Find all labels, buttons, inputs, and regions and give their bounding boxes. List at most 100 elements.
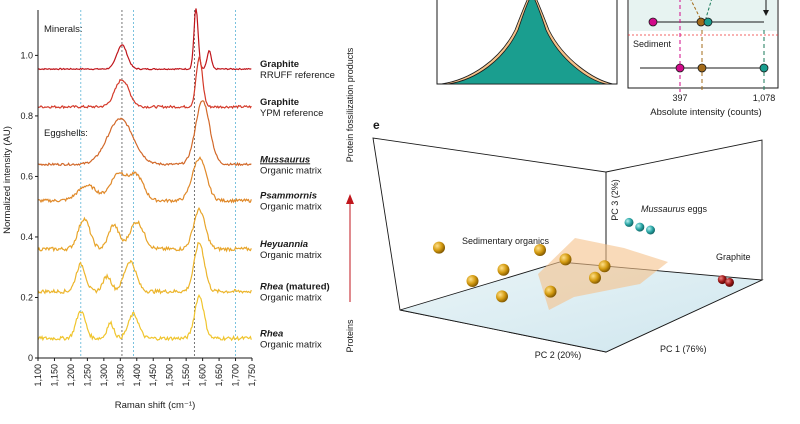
- series-subtitle: RRUFF reference: [260, 70, 335, 81]
- x-tick-label: 1,150: [49, 364, 59, 387]
- minerals-label: Minerals:: [44, 24, 83, 35]
- sedimentary-organics-label: Sedimentary organics: [462, 236, 550, 246]
- x-tick-label: 1,400: [132, 364, 142, 387]
- marker-magenta-bottom: [675, 63, 685, 73]
- pca-point: [496, 290, 508, 303]
- y-tick-label: 0.2: [20, 292, 33, 302]
- pca-point: [589, 271, 601, 284]
- x-tick-label: 1,450: [148, 364, 158, 387]
- mussaurus-eggs-genus: Mussaurus: [641, 204, 686, 214]
- series-name: Mussaurus: [260, 154, 310, 165]
- spectrum-line: [37, 294, 252, 342]
- x-tick-label: 1,200: [66, 364, 76, 387]
- x-tick-label: 1,750: [247, 364, 257, 387]
- pca-point: [646, 225, 655, 235]
- series-name-genus: Rhea: [260, 281, 283, 292]
- series-name-rest: (matured): [283, 281, 329, 292]
- spectrum-line: [37, 56, 252, 110]
- x-tick-label: 1,550: [181, 364, 191, 387]
- panel-e-letter: e: [373, 118, 380, 132]
- series-name: Rhea (matured): [260, 281, 330, 292]
- series-name: Graphite: [260, 97, 299, 108]
- pca-point: [466, 275, 479, 287]
- spectra-axes: [35, 10, 253, 361]
- series-name: Graphite: [260, 59, 299, 70]
- spectrum-line: [37, 206, 252, 253]
- pca-point: [559, 253, 572, 266]
- y-tick-label: 0.6: [20, 171, 33, 181]
- density-inner-area: [447, 0, 607, 85]
- reference-lines: [80, 10, 236, 358]
- down-arrowhead: [763, 10, 769, 16]
- series-subtitle: Organic matrix: [260, 292, 322, 303]
- pca-point: [717, 275, 727, 285]
- spectrum-line: [37, 8, 252, 71]
- spectra-series: [37, 8, 252, 342]
- series-subtitle: Organic matrix: [260, 165, 322, 176]
- series-subtitle: Organic matrix: [260, 250, 322, 261]
- proteins-label: Proteins: [345, 319, 355, 353]
- marker-magenta-top: [648, 17, 658, 27]
- x-tick-label: 1,300: [99, 364, 109, 387]
- series-name-genus: Rhea: [260, 328, 283, 339]
- spectrum-line: [37, 100, 252, 167]
- spectrum-line: [37, 242, 252, 295]
- y-axis-label: Normalized intensity (AU): [2, 126, 13, 234]
- spectrum-line: [37, 156, 252, 204]
- intensity-inset-top: [629, 0, 777, 31]
- intensity-inset-frame: [627, 0, 779, 89]
- mussaurus-eggs-rest: eggs: [685, 204, 708, 214]
- y-tick-label: 0.4: [20, 232, 33, 242]
- marker-teal-top: [703, 17, 713, 27]
- sedimentary-hull: [538, 238, 668, 310]
- mussaurus-eggs-label: Mussaurus eggs: [641, 204, 708, 214]
- y-tick-labels: 0 0.2 0.4 0.6 0.8 1.0: [20, 50, 33, 363]
- fossilization-arrowhead: [346, 194, 354, 204]
- pca-floor: [399, 261, 764, 353]
- x-tick-label: 1,700: [231, 364, 241, 387]
- pca-point: [497, 263, 510, 276]
- pc1-label: PC 1 (76%): [660, 344, 707, 354]
- x-tick-label: 1,350: [115, 364, 125, 387]
- y-tick-label: 0.8: [20, 111, 33, 121]
- x-tick-labels: 1,100 1,150 1,200 1,250 1,300 1,350 1,400 1,450…: [33, 364, 257, 387]
- x-tick-label: 1,250: [82, 364, 92, 387]
- pc2-label: PC 2 (20%): [535, 350, 582, 360]
- inset-x-tick-397: 397: [672, 93, 687, 103]
- series-subtitle: Organic matrix: [260, 202, 322, 213]
- pca-point: [624, 217, 634, 227]
- x-tick-label: 1,100: [33, 364, 43, 387]
- series-subtitle: YPM reference: [260, 108, 323, 119]
- series-name-genus: Psammornis: [260, 191, 317, 202]
- brown-curve: [690, 0, 701, 19]
- eggshells-label: Eggshells:: [44, 128, 88, 139]
- inset-x-tick-1078: 1,078: [753, 93, 776, 103]
- x-tick-label: 1,650: [214, 364, 224, 387]
- raman-spectra-panel: 0 0.2 0.4 0.6 0.8 1.0 1,100 1,150 1,200 1,250 1,3…: [2, 8, 355, 411]
- series-name: Heyuannia: [260, 239, 308, 250]
- x-axis-label: Raman shift (cm⁻¹): [115, 400, 196, 411]
- inset-x-axis-label: Absolute intensity (counts): [650, 107, 761, 118]
- pca-points: [433, 217, 734, 303]
- series-name: Psammornis: [260, 191, 317, 202]
- pca-point: [433, 241, 445, 254]
- pca-point: [598, 260, 611, 273]
- fossilization-label: Protein fossilization products: [345, 47, 355, 162]
- intensity-density-panel: Sediment 397 1,078 Absolute intensity (c…: [436, 0, 779, 118]
- pca-point: [534, 244, 546, 256]
- x-tick-label: 1,500: [165, 364, 175, 387]
- series-name-genus: Mussaurus: [260, 154, 310, 165]
- pca-point: [635, 222, 645, 232]
- graphite-label: Graphite: [716, 252, 751, 262]
- marker-brown-bottom: [697, 63, 707, 73]
- pca-point: [725, 277, 734, 287]
- pca-point: [544, 285, 557, 298]
- series-name: Rhea: [260, 328, 283, 339]
- pc3-label: PC 3 (2%): [610, 179, 620, 221]
- pca-panel: e PC 3 (2%) PC 2 (20%) PC 1 (76%) Sedime…: [372, 118, 764, 360]
- teal-curve: [705, 0, 712, 19]
- sediment-label: Sediment: [633, 39, 672, 49]
